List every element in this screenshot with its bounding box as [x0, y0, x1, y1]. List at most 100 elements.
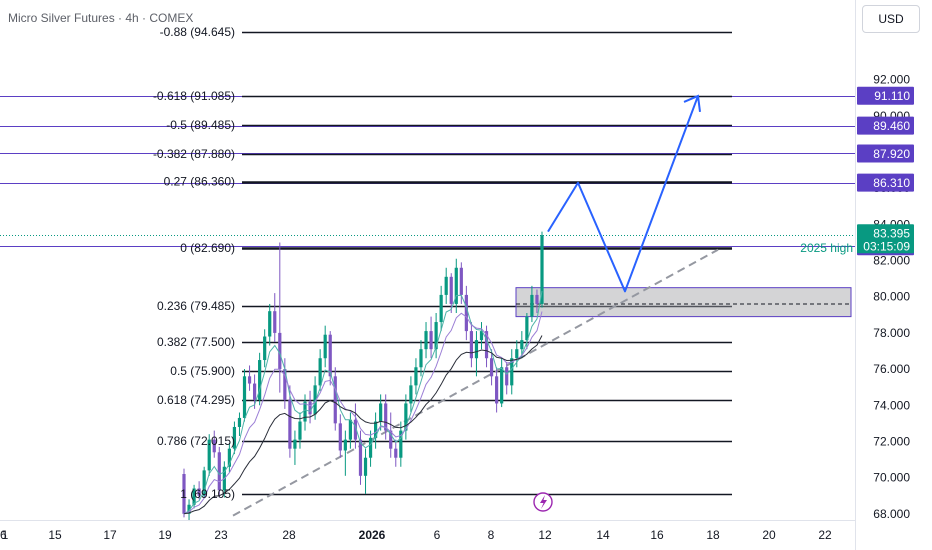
candle-body [247, 376, 252, 384]
candle-body [500, 367, 504, 404]
price-axis: 68.000 70.000 72.000 74.000 76.000 78.000 80.0… [855, 0, 932, 550]
fib-level-label: 0.5 (75.900) [170, 364, 235, 378]
candle-body [535, 294, 539, 304]
markers [533, 492, 553, 512]
candle-body [212, 439, 216, 453]
price-tick-label: 68.000 [873, 507, 910, 521]
price-tick-label: 80.000 [873, 290, 910, 304]
candle-body [424, 331, 428, 350]
fib-level-label: 0 (82.690) [180, 241, 235, 255]
candle-body [252, 383, 257, 400]
price-tick-label: 78.000 [873, 326, 910, 340]
time-tick-label: 18 [706, 528, 720, 542]
price-tick-label: 76.000 [873, 362, 910, 376]
symbol-title: Micro Silver Futures · 4h · COMEX [8, 11, 194, 25]
candle-body [217, 452, 221, 491]
candle-body [197, 488, 201, 496]
candle-body [333, 376, 337, 424]
candle-body [429, 331, 433, 350]
time-tick-label: 19 [158, 528, 172, 542]
candle-body [505, 367, 509, 386]
time-tick-label: 15 [48, 528, 62, 542]
moving-average-line [183, 335, 543, 515]
candle-body [237, 417, 242, 427]
projection-line [547, 95, 699, 293]
candle-body [489, 358, 494, 377]
price-tick-label: 82.000 [873, 254, 910, 268]
candle-body [323, 334, 327, 359]
candle-body [510, 358, 514, 386]
time-tick-label: 26 [0, 528, 7, 542]
level-price-tag-text: 91.110 [874, 89, 910, 103]
candle-body [414, 367, 418, 386]
candle-body [318, 358, 322, 386]
candle-body [358, 439, 363, 476]
candle-body [313, 385, 317, 415]
time-tick-label: 17 [103, 528, 117, 542]
candle-body [308, 401, 312, 415]
candle-body [484, 331, 489, 359]
level-price-tag [857, 173, 914, 192]
candle-body [207, 439, 211, 471]
candle-body [515, 349, 519, 359]
time-tick-label: 2026 [359, 528, 386, 542]
candle-body [283, 369, 287, 400]
projection-path [547, 94, 701, 293]
price-tick-label: 72.000 [873, 434, 910, 448]
candle-body [409, 385, 413, 404]
candle-body [298, 421, 302, 440]
fib-labels: -0.88 (94.645) -0.618 (91.085) -0.5 (89.48… [153, 25, 853, 501]
candle-body [474, 340, 479, 359]
candle-body [268, 311, 272, 337]
candle-body [454, 267, 458, 304]
price-tick-label: 74.000 [873, 398, 910, 412]
candle-body [328, 334, 332, 377]
candle-body [399, 430, 403, 458]
fib-level-label: 0.618 (74.295) [157, 393, 235, 407]
fib-level-label: 0.236 (79.485) [157, 299, 235, 313]
candle-body [379, 403, 383, 422]
candles [182, 231, 544, 522]
candle-body [258, 360, 262, 400]
level-price-tag-text: 86.310 [873, 176, 910, 190]
candle-body [449, 276, 453, 304]
time-tick-label: 22 [818, 528, 832, 542]
candle-body [495, 376, 499, 404]
candle-body [338, 423, 342, 451]
candle-body [227, 448, 231, 467]
fib-level-label: -0.88 (94.645) [160, 25, 235, 39]
candle-body [384, 403, 388, 431]
fib-grid [0, 31, 855, 496]
level-price-tag-text: 87.920 [873, 147, 910, 161]
ascending-trendline [232, 248, 719, 517]
time-tick-label: 1 [2, 528, 9, 542]
candle-body [540, 235, 544, 304]
level-price-tag [857, 86, 914, 105]
candle-body [404, 403, 408, 431]
trendline [232, 248, 719, 517]
candle-body [368, 437, 373, 458]
candle-body [293, 439, 297, 449]
candle-body [394, 448, 398, 458]
candle-body [343, 439, 347, 451]
candle-body [525, 316, 529, 341]
candle-body [389, 430, 393, 449]
candle-body [530, 294, 534, 317]
time-tick-label: 20 [762, 528, 776, 542]
candle-body [459, 267, 463, 295]
annotation-label: 2025 high [800, 241, 853, 255]
time-tick-label: 23 [214, 528, 228, 542]
fib-level-label: -0.382 (87.880) [153, 147, 235, 161]
currency-button[interactable]: USD [862, 5, 920, 33]
price-tick-label: 70.000 [873, 471, 910, 485]
candle-body [434, 322, 438, 350]
candle-body [232, 426, 237, 449]
fib-level-label: -0.618 (91.085) [153, 89, 235, 103]
price-tick-label: 92.000 [873, 73, 910, 87]
candle-body [444, 276, 448, 295]
level-price-tag [857, 144, 914, 163]
projection-arrowhead [683, 94, 701, 113]
time-tick-label: 8 [488, 528, 495, 542]
candle-body [192, 488, 196, 505]
